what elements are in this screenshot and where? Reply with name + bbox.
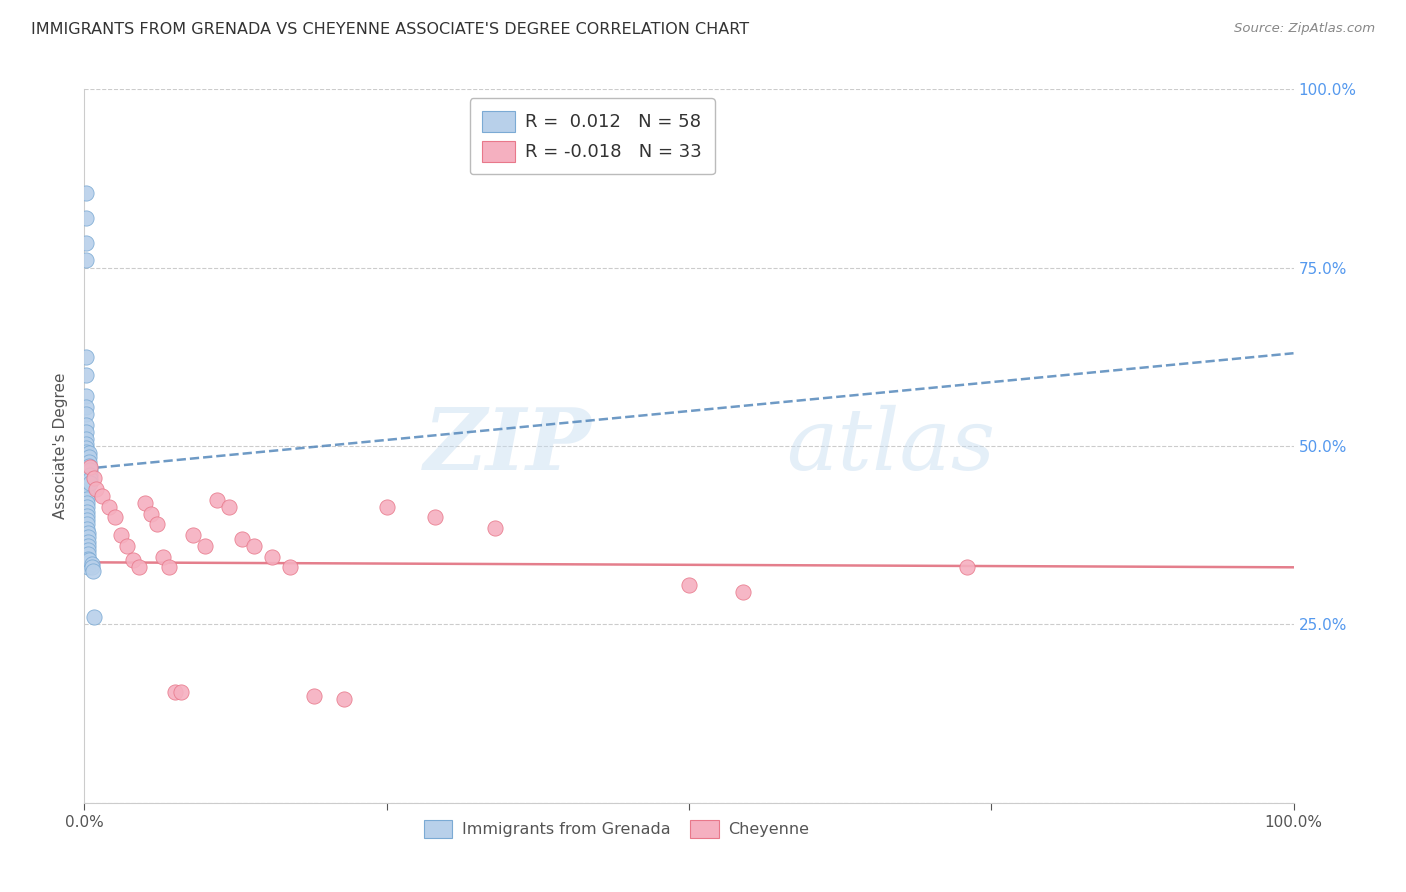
Point <box>375 500 398 514</box>
Point <box>170 685 193 699</box>
Point <box>104 510 127 524</box>
Point <box>76 508 98 523</box>
Point <box>77 446 100 460</box>
Point <box>165 685 187 699</box>
Point <box>231 532 253 546</box>
Point <box>77 539 100 553</box>
Point <box>77 530 100 544</box>
Point <box>76 464 98 478</box>
Point <box>77 534 100 549</box>
Point <box>146 517 169 532</box>
Point <box>678 578 700 592</box>
Text: IMMIGRANTS FROM GRENADA VS CHEYENNE ASSOCIATE'S DEGREE CORRELATION CHART: IMMIGRANTS FROM GRENADA VS CHEYENNE ASSO… <box>31 22 749 37</box>
Point <box>134 496 156 510</box>
Point <box>76 479 98 493</box>
Point <box>242 539 264 553</box>
Point <box>76 470 98 484</box>
Point <box>260 549 283 564</box>
Point <box>77 543 100 558</box>
Point <box>75 186 97 200</box>
Point <box>79 472 101 486</box>
Point <box>75 432 97 446</box>
Point <box>75 448 97 462</box>
Point <box>79 476 101 491</box>
Point <box>75 425 97 439</box>
Point <box>83 610 105 624</box>
Point <box>75 253 97 268</box>
Legend: Immigrants from Grenada, Cheyenne: Immigrants from Grenada, Cheyenne <box>418 814 815 845</box>
Point <box>77 450 100 465</box>
Point <box>76 517 98 532</box>
Point <box>77 526 100 541</box>
Point <box>302 689 325 703</box>
Point <box>75 235 97 250</box>
Point <box>77 551 100 566</box>
Point <box>75 458 97 473</box>
Point <box>207 492 229 507</box>
Point <box>80 560 103 574</box>
Y-axis label: Associate's Degree: Associate's Degree <box>53 373 69 519</box>
Point <box>80 557 103 571</box>
Point <box>278 560 301 574</box>
Point <box>79 467 101 482</box>
Point <box>77 553 100 567</box>
Point <box>128 560 150 574</box>
Point <box>76 496 98 510</box>
Point <box>97 500 120 514</box>
Point <box>152 549 174 564</box>
Point <box>139 507 162 521</box>
Point <box>75 450 97 465</box>
Point <box>110 528 132 542</box>
Point <box>75 417 97 432</box>
Text: Source: ZipAtlas.com: Source: ZipAtlas.com <box>1234 22 1375 36</box>
Point <box>956 560 979 574</box>
Point <box>76 491 98 506</box>
Point <box>75 437 97 451</box>
Point <box>76 461 98 475</box>
Point <box>82 564 104 578</box>
Point <box>79 463 101 477</box>
Text: ZIP: ZIP <box>425 404 592 488</box>
Point <box>77 548 100 562</box>
Point <box>76 475 98 489</box>
Point <box>77 556 100 570</box>
Point <box>75 407 97 421</box>
Point <box>76 522 98 536</box>
Point <box>76 487 98 501</box>
Point <box>77 458 100 473</box>
Point <box>157 560 180 574</box>
Point <box>484 521 506 535</box>
Point <box>77 560 100 574</box>
Point <box>75 444 97 458</box>
Point <box>76 500 98 515</box>
Point <box>194 539 217 553</box>
Point <box>218 500 240 514</box>
Point <box>75 368 97 382</box>
Point <box>333 692 356 706</box>
Point <box>83 471 105 485</box>
Text: atlas: atlas <box>786 405 995 487</box>
Point <box>423 510 446 524</box>
Point <box>121 553 143 567</box>
Point <box>79 460 101 475</box>
Point <box>75 400 97 414</box>
Point <box>75 453 97 467</box>
Point <box>181 528 204 542</box>
Point <box>76 505 98 519</box>
Point <box>75 389 97 403</box>
Point <box>77 455 100 469</box>
Point <box>75 350 97 364</box>
Point <box>75 211 97 225</box>
Point <box>91 489 114 503</box>
Point <box>76 513 98 527</box>
Point <box>86 482 108 496</box>
Point <box>75 441 97 455</box>
Point <box>115 539 138 553</box>
Point <box>76 467 98 482</box>
Point <box>76 483 98 498</box>
Point <box>75 456 97 470</box>
Point <box>733 585 755 599</box>
